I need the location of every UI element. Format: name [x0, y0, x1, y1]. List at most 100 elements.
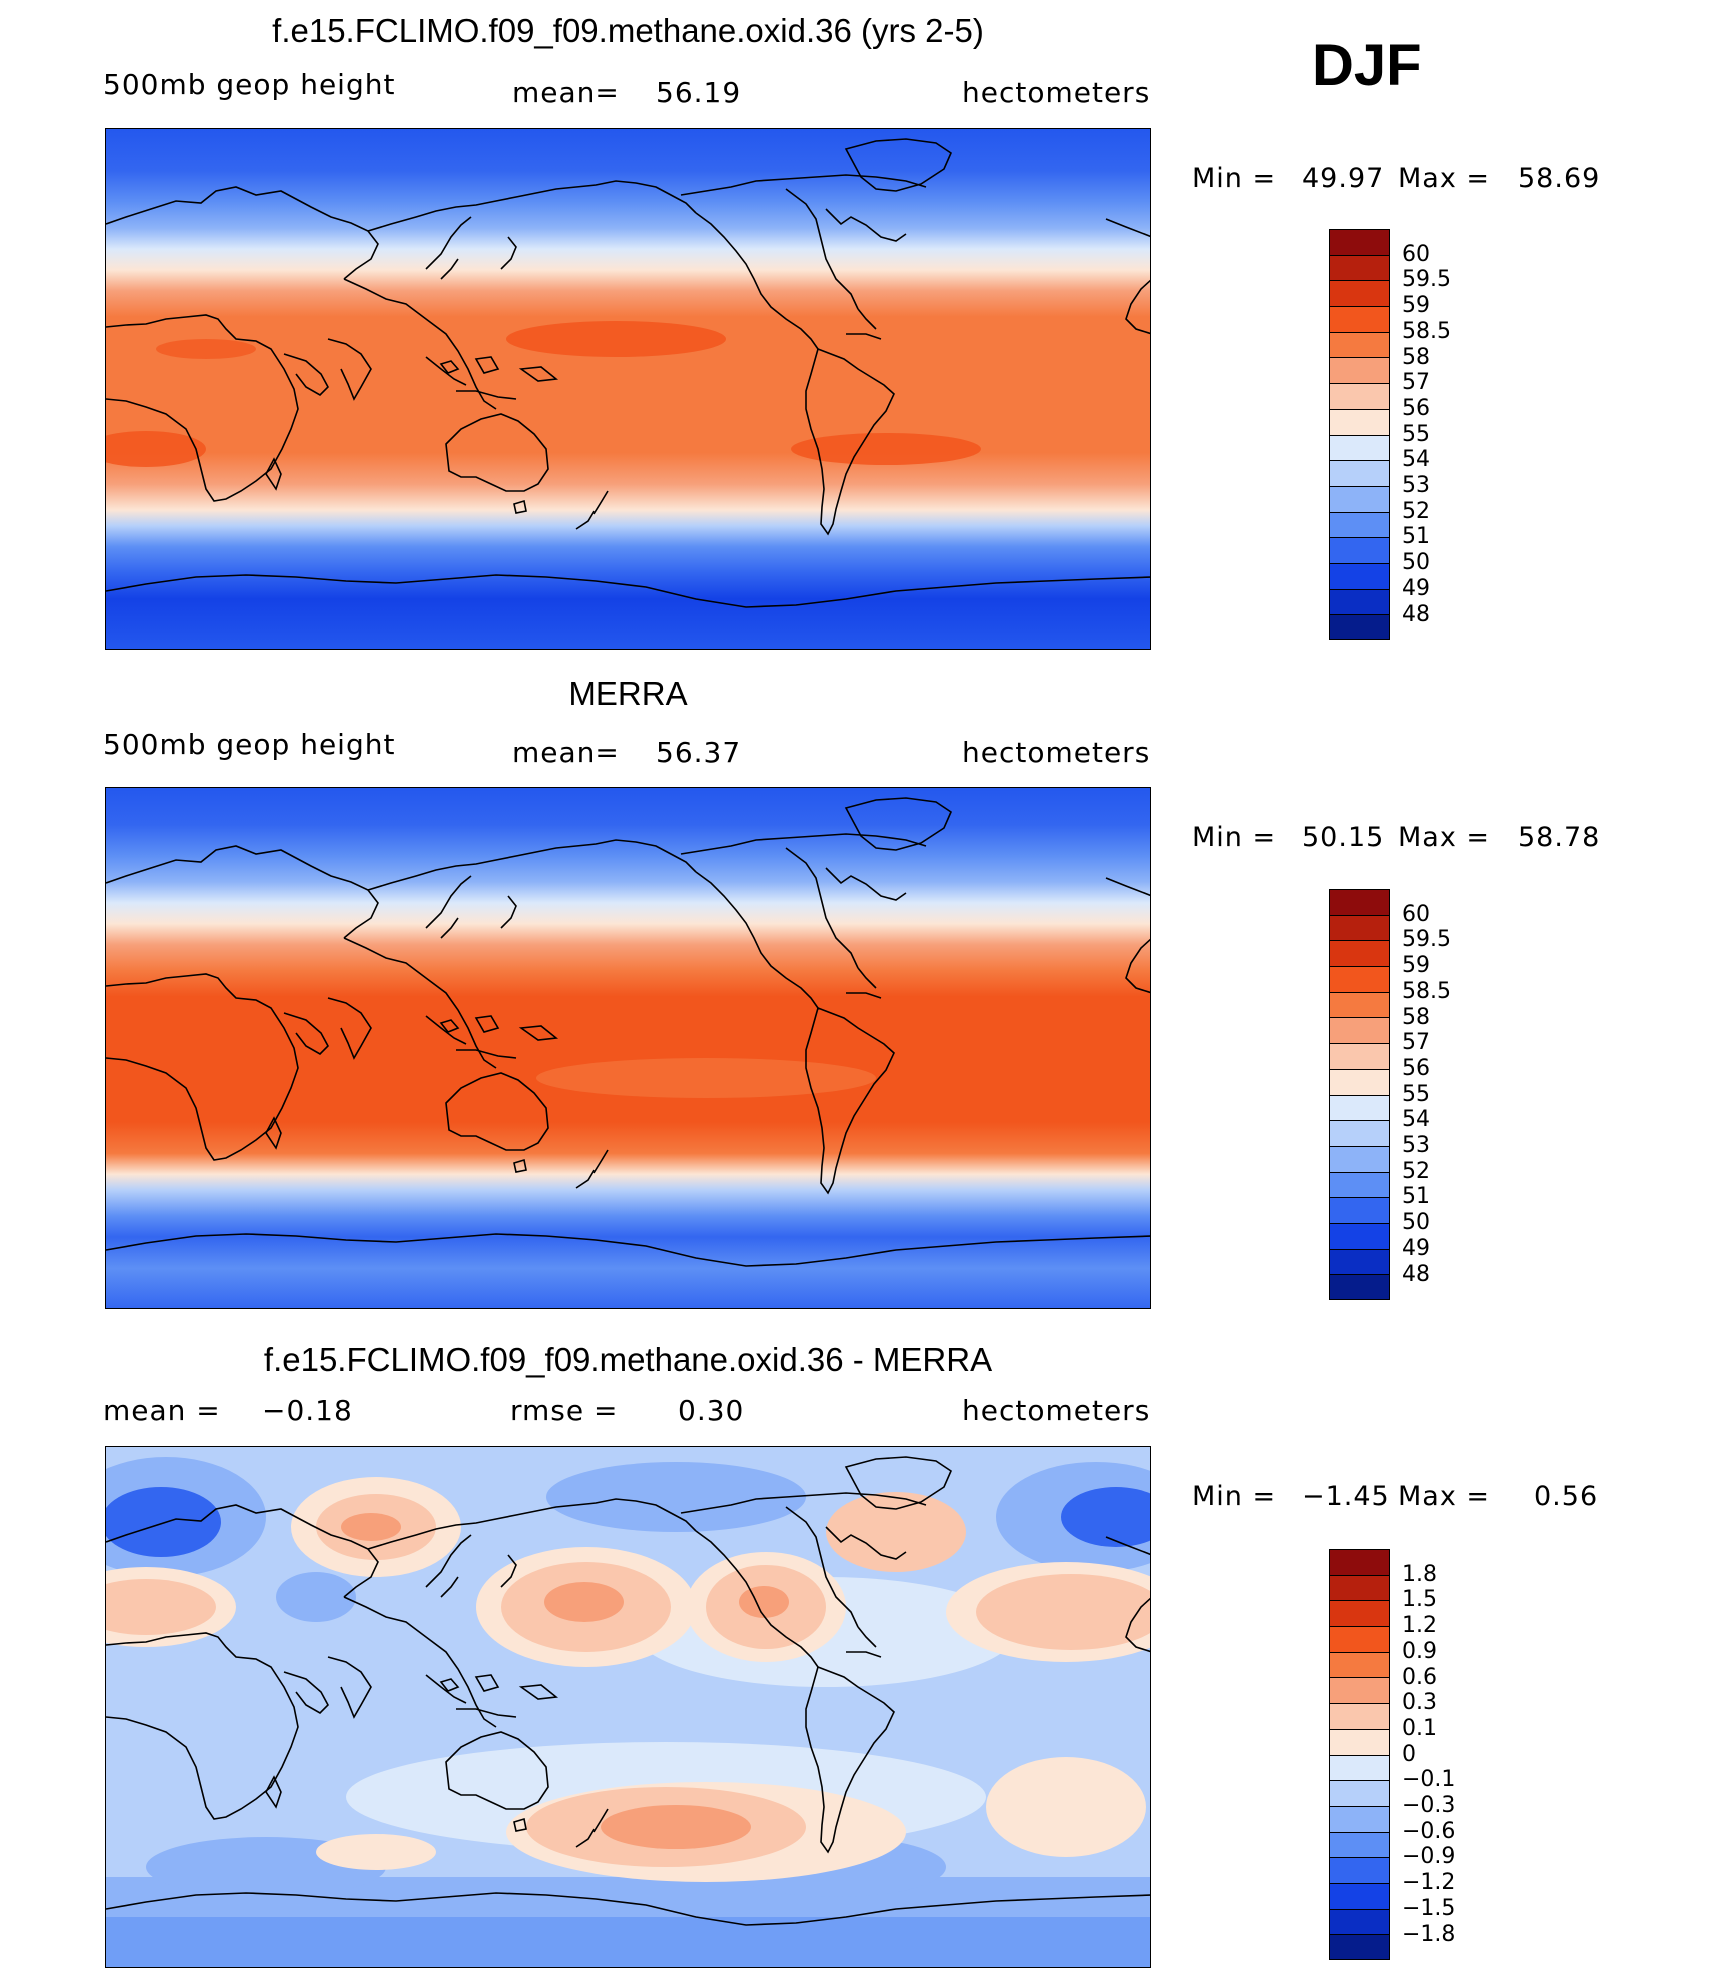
panel-2-mean-value: 56.37 [656, 736, 742, 769]
colorbar-tick-label: 48 [1402, 1261, 1430, 1287]
colorbar-tick-label: 60 [1402, 241, 1430, 267]
colorbar-tick-label: −1.2 [1402, 1870, 1456, 1896]
panel-2-map [105, 787, 1151, 1309]
colorbar-tick-label: 52 [1402, 498, 1430, 524]
panel-3-rmse-label: rmse = [510, 1394, 619, 1427]
colorbar-tick-label: 49 [1402, 1235, 1430, 1261]
colorbar-swatch [1329, 940, 1390, 967]
colorbar-swatch [1329, 383, 1390, 409]
colorbar-swatch [1329, 1171, 1390, 1198]
colorbar-swatch [1329, 1574, 1390, 1601]
colorbar-tick-label: 48 [1402, 601, 1430, 627]
colorbar-swatch [1329, 1043, 1390, 1069]
colorbar-tick-label: 1.2 [1402, 1613, 1437, 1639]
panel-1-mean-value: 56.19 [656, 76, 742, 109]
panel-2-min-value: 50.15 [1302, 822, 1385, 853]
colorbar-tick-label: 57 [1402, 370, 1430, 396]
panel-1-max-value: 58.69 [1518, 163, 1601, 194]
panel-3-max-value: 0.56 [1534, 1481, 1599, 1512]
colorbar-swatch [1329, 1754, 1390, 1781]
colorbar-swatch [1329, 280, 1390, 307]
colorbar-tick-label: 53 [1402, 473, 1430, 498]
panel-2-mean-label: mean= [512, 736, 620, 769]
colorbar-swatch [1329, 434, 1390, 461]
panel-3-max-label: Max = [1398, 1481, 1491, 1512]
colorbar-swatch [1329, 1882, 1390, 1909]
colorbar-tick-label: 60 [1402, 901, 1430, 927]
panel-1-min-label: Min = [1192, 163, 1277, 194]
colorbar-tick-label: 59 [1402, 953, 1430, 979]
colorbar-swatch [1329, 537, 1390, 563]
colorbar-swatch [1329, 1626, 1390, 1652]
colorbar-swatch [1329, 614, 1390, 640]
colorbar-tick-label: 54 [1402, 447, 1430, 473]
colorbar-swatch [1329, 966, 1390, 992]
colorbar-tick-label: 0.9 [1402, 1638, 1437, 1664]
colorbar-tick-label: 55 [1402, 1081, 1430, 1107]
colorbar-swatch [1329, 229, 1390, 255]
colorbar-swatch [1329, 889, 1390, 915]
panel-1-units: hectometers [962, 76, 1151, 109]
colorbar-swatch [1329, 1703, 1390, 1729]
colorbar-swatch [1329, 1908, 1390, 1935]
colorbar-swatch [1329, 1120, 1390, 1146]
colorbar-tick-label: 58.5 [1402, 978, 1451, 1004]
colorbar-tick-label: 49 [1402, 575, 1430, 601]
colorbar-tick-label: 56 [1402, 395, 1430, 421]
colorbar-tick-label: 58 [1402, 1004, 1430, 1030]
panel-3-min-value: −1.45 [1302, 1481, 1390, 1512]
colorbar-tick-label: 52 [1402, 1158, 1430, 1184]
panel-3-mean-label: mean = [103, 1394, 221, 1427]
colorbar-tick-label: 50 [1402, 550, 1430, 576]
panel-2-field-label: 500mb geop height [103, 728, 396, 761]
colorbar-tick-label: 0 [1402, 1741, 1416, 1767]
colorbar-swatch [1329, 1248, 1390, 1275]
colorbar-swatch [1329, 485, 1390, 512]
colorbar-swatch [1329, 331, 1390, 358]
colorbar-swatch [1329, 991, 1390, 1018]
panel-2-min-label: Min = [1192, 822, 1277, 853]
colorbar-tick-label: 55 [1402, 421, 1430, 447]
colorbar-tick-label: 51 [1402, 524, 1430, 550]
colorbar-tick-label: −0.1 [1402, 1767, 1456, 1793]
panel-3-title: f.e15.FCLIMO.f09_f09.methane.oxid.36 - M… [263, 1341, 993, 1378]
panel-1-field-label: 500mb geop height [103, 68, 396, 101]
colorbar-swatch [1329, 1549, 1390, 1575]
colorbar-swatch [1329, 511, 1390, 538]
colorbar-swatch [1329, 1677, 1390, 1704]
panel-1-mean-label: mean= [512, 76, 620, 109]
colorbar-tick-label: −0.6 [1402, 1818, 1456, 1844]
panel-1-max-label: Max = [1398, 163, 1491, 194]
colorbar-swatch [1329, 1222, 1390, 1249]
panel-1-map [105, 128, 1151, 650]
colorbar-swatch [1329, 1857, 1390, 1883]
colorbar-swatch [1329, 1600, 1390, 1627]
colorbar-swatch [1329, 1145, 1390, 1172]
season-label: DJF [1312, 33, 1422, 98]
colorbar-swatch [1329, 588, 1390, 615]
panel-3-map [105, 1446, 1151, 1968]
colorbar-tick-label: −0.9 [1402, 1844, 1456, 1870]
colorbar-swatch [1329, 1780, 1390, 1806]
colorbar-tick-label: 56 [1402, 1055, 1430, 1081]
colorbar-swatch [1329, 408, 1390, 435]
panel-3-units: hectometers [962, 1394, 1151, 1427]
colorbar-swatch [1329, 562, 1390, 589]
panel-2-units: hectometers [962, 736, 1151, 769]
colorbar-tick-label: 59.5 [1402, 267, 1451, 293]
colorbar-tick-label: 57 [1402, 1030, 1430, 1056]
colorbar-swatch [1329, 254, 1390, 281]
colorbar-swatch [1329, 1068, 1390, 1095]
panel-1-min-value: 49.97 [1302, 163, 1385, 194]
colorbar-swatch [1329, 1651, 1390, 1678]
panel-3-min-label: Min = [1192, 1481, 1277, 1512]
colorbar-tick-label: 50 [1402, 1210, 1430, 1236]
colorbar-swatch [1329, 1728, 1390, 1755]
colorbar-swatch [1329, 1274, 1390, 1300]
colorbar-swatch [1329, 914, 1390, 941]
colorbar-tick-label: −1.8 [1402, 1921, 1456, 1947]
colorbar-tick-label: 0.1 [1402, 1715, 1437, 1741]
panel-2-field [106, 788, 1150, 1308]
panel-3-mean-value: −0.18 [262, 1394, 353, 1427]
colorbar-tick-label: −0.3 [1402, 1793, 1456, 1818]
